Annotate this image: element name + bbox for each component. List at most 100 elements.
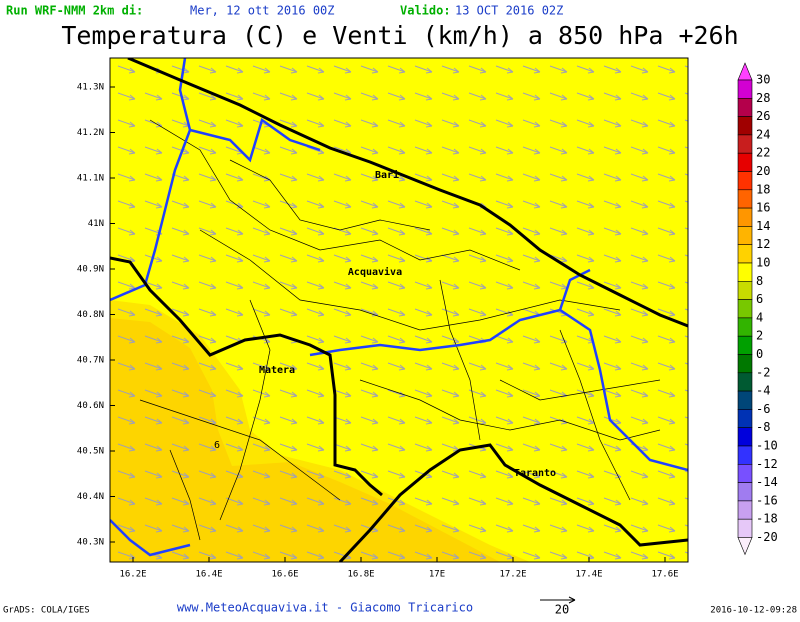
wind-arrow <box>468 497 487 506</box>
wind-arrow <box>360 227 379 236</box>
wind-arrow <box>198 281 217 290</box>
wind-arrow <box>603 65 622 74</box>
valid-label: Valido: <box>400 4 451 18</box>
wind-arrow <box>198 173 217 182</box>
run-label: Run WRF-NMM 2km di: <box>6 4 143 18</box>
wind-arrow <box>387 92 406 101</box>
wind-arrow <box>198 389 217 398</box>
wind-arrow <box>495 281 514 290</box>
wind-arrow <box>522 227 541 236</box>
wind-arrow <box>576 92 595 101</box>
wind-arrow <box>441 119 460 128</box>
wind-arrow <box>549 119 568 128</box>
wind-arrow <box>333 362 352 371</box>
lat-label: 40.3N <box>77 538 104 548</box>
wind-arrow <box>171 551 190 560</box>
wind-arrow <box>603 416 622 425</box>
wind-arrow <box>225 389 244 398</box>
wind-arrow <box>333 65 352 74</box>
wind-arrow <box>576 524 595 533</box>
wind-arrow <box>360 65 379 74</box>
legend-label: -12 <box>756 457 778 471</box>
wind-arrow <box>144 119 163 128</box>
wind-arrow <box>603 92 622 101</box>
wind-arrow <box>549 443 568 452</box>
legend-arrow-bottom <box>737 537 753 556</box>
lat-label: 40.8N <box>77 310 104 320</box>
wind-arrow <box>495 65 514 74</box>
wind-arrow <box>495 443 514 452</box>
wind-arrow <box>144 470 163 479</box>
wind-arrow <box>198 254 217 263</box>
legend-label: 12 <box>756 237 770 251</box>
wind-arrow <box>630 470 649 479</box>
vector-scale-head <box>568 596 576 604</box>
wind-arrow <box>252 200 271 209</box>
wind-arrow <box>117 65 136 74</box>
wind-arrow <box>657 551 676 560</box>
wind-arrow <box>522 524 541 533</box>
wind-arrow <box>522 335 541 344</box>
wind-arrow <box>252 92 271 101</box>
wind-arrow <box>441 65 460 74</box>
wind-arrow <box>117 497 136 506</box>
wind-arrow <box>333 200 352 209</box>
wind-arrow <box>630 308 649 317</box>
wind-arrow <box>117 146 136 155</box>
wind-arrow <box>414 335 433 344</box>
wind-arrow <box>576 281 595 290</box>
wind-arrow <box>117 173 136 182</box>
legend-label: 22 <box>756 146 770 160</box>
wind-arrow <box>279 470 298 479</box>
wind-arrow <box>171 335 190 344</box>
wind-arrow <box>279 92 298 101</box>
wind-arrow <box>630 335 649 344</box>
wind-arrow <box>279 146 298 155</box>
wind-arrow <box>252 65 271 74</box>
wind-arrow <box>495 146 514 155</box>
lat-label: 41.2N <box>77 128 104 138</box>
wind-arrow <box>360 308 379 317</box>
wind-arrow <box>252 551 271 560</box>
wind-arrow <box>225 119 244 128</box>
legend-label: -4 <box>756 384 770 398</box>
wind-arrow <box>414 551 433 560</box>
wind-arrow <box>468 92 487 101</box>
wind-arrow <box>306 497 325 506</box>
wind-arrow <box>306 227 325 236</box>
wind-arrow <box>333 497 352 506</box>
wind-arrow <box>387 551 406 560</box>
legend-label: 6 <box>756 292 763 306</box>
wind-arrow <box>333 470 352 479</box>
wind-arrow <box>387 119 406 128</box>
wind-arrow <box>414 254 433 263</box>
wind-arrow <box>360 200 379 209</box>
wind-arrow <box>171 524 190 533</box>
lat-label: 41N <box>88 219 104 229</box>
wind-arrow <box>522 497 541 506</box>
wind-arrow <box>441 524 460 533</box>
wind-arrow <box>468 281 487 290</box>
lat-label: 41.1N <box>77 174 104 184</box>
axes: 41.3N 41.2N 41.1N 41N 40.9N 40.8N 40.7N 40.6N 40… <box>77 83 679 580</box>
wind-arrow <box>414 497 433 506</box>
wind-arrow <box>549 524 568 533</box>
wind-arrow <box>387 335 406 344</box>
wind-arrow <box>468 551 487 560</box>
wind-arrow <box>522 65 541 74</box>
wind-arrow <box>495 173 514 182</box>
legend-swatch <box>737 409 753 428</box>
wind-arrow <box>576 389 595 398</box>
wind-arrow <box>360 389 379 398</box>
map-frame <box>109 57 689 563</box>
wind-arrow <box>603 335 622 344</box>
wind-arrow <box>468 65 487 74</box>
wind-arrow <box>306 92 325 101</box>
wind-arrow <box>171 227 190 236</box>
lat-label: 40.5N <box>77 447 104 457</box>
legend-label: -2 <box>756 365 770 379</box>
wind-arrow <box>657 119 676 128</box>
lon-label: 16.8E <box>347 570 374 580</box>
legend-swatch <box>737 207 753 227</box>
valid-date: 13 OCT 2016 02Z <box>455 4 563 18</box>
